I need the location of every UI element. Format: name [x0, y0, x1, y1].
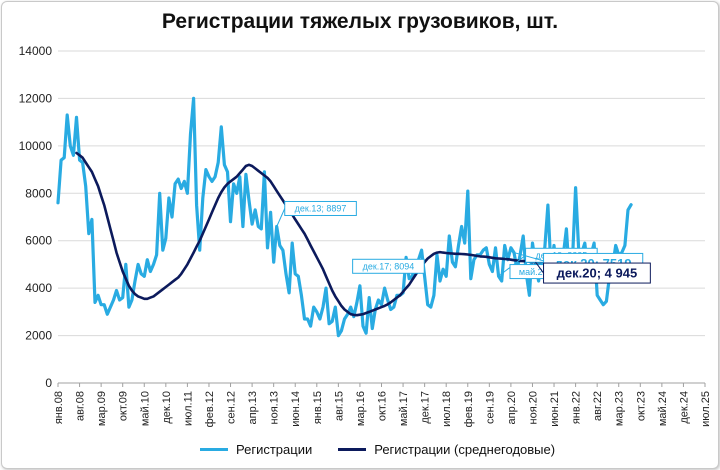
x-tick-label: фев.12	[204, 391, 216, 427]
legend-swatch-registrations	[200, 448, 228, 451]
x-tick-label: мар.09	[96, 391, 108, 426]
x-tick-label: апр.13	[247, 391, 259, 424]
x-tick-label: мар.16	[355, 391, 367, 426]
x-tick-label: май.24	[657, 391, 669, 426]
x-tick-label: ноя.20	[527, 391, 539, 424]
x-tick-label: июл.18	[441, 391, 453, 427]
x-tick-label: апр.20	[506, 391, 518, 424]
x-tick-label: авг.15	[333, 391, 345, 421]
x-tick-label: фев.19	[463, 391, 475, 427]
x-tick-label: сен.19	[484, 391, 496, 424]
annotation-label: дек.17; 8094	[363, 262, 415, 272]
x-tick-label: дек.24	[678, 391, 690, 424]
x-tick-label: май.17	[398, 391, 410, 426]
x-tick-label: окт.09	[118, 391, 130, 421]
annotation-label: дек.20; 4 945	[557, 266, 638, 281]
y-tick-label: 12000	[19, 91, 53, 105]
x-tick-label: авг.08	[75, 391, 87, 421]
annotation-box	[284, 200, 357, 216]
legend-swatch-yearly-average	[338, 448, 367, 451]
x-tick-label: июл.11	[182, 391, 194, 426]
y-tick-label: 10000	[19, 139, 53, 153]
annotation-leader	[535, 261, 544, 274]
legend: Регистрации Регистрации (среднегодовые)	[200, 442, 555, 457]
x-tick-label: июл.25	[700, 391, 712, 427]
annotation-box	[543, 262, 651, 284]
series-yearly-average	[75, 151, 581, 317]
legend-item-yearly-average: Регистрации (среднегодовые)	[338, 442, 555, 457]
y-tick-label: 8000	[25, 186, 52, 200]
x-tick-label: май.10	[139, 391, 151, 426]
y-tick-label: 0	[45, 376, 52, 390]
x-tick-label: авг.22	[592, 391, 604, 421]
annotation-label: дек.13; 8897	[295, 204, 347, 214]
y-tick-label: 2000	[25, 329, 52, 343]
x-tick-label: ноя.13	[269, 391, 281, 424]
x-tick-label: сен.12	[226, 391, 238, 424]
legend-label-registrations: Регистрации	[236, 442, 313, 457]
annotation-box	[352, 258, 425, 274]
annotation-leader	[276, 208, 286, 227]
x-tick-label: мар.23	[614, 391, 626, 426]
x-tick-label: янв.08	[53, 391, 65, 424]
y-tick-label: 6000	[25, 234, 52, 248]
legend-item-registrations: Регистрации	[200, 442, 312, 457]
legend-label-yearly-average: Регистрации (среднегодовые)	[374, 442, 556, 457]
x-tick-label: окт.23	[635, 391, 647, 421]
chart-title: Регистрации тяжелых грузовиков, шт.	[161, 10, 559, 33]
x-tick-label: июн.21	[549, 391, 561, 427]
x-tick-label: янв.15	[312, 391, 324, 424]
y-tick-label: 14000	[19, 44, 53, 58]
x-tick-label: июн.14	[290, 391, 302, 427]
x-tick-label: дек.10	[161, 391, 173, 424]
x-tick-label: окт.16	[377, 391, 389, 421]
x-tick-label: дек.17	[420, 391, 432, 424]
x-tick-label: янв.22	[571, 391, 583, 424]
y-tick-label: 4000	[25, 281, 52, 295]
